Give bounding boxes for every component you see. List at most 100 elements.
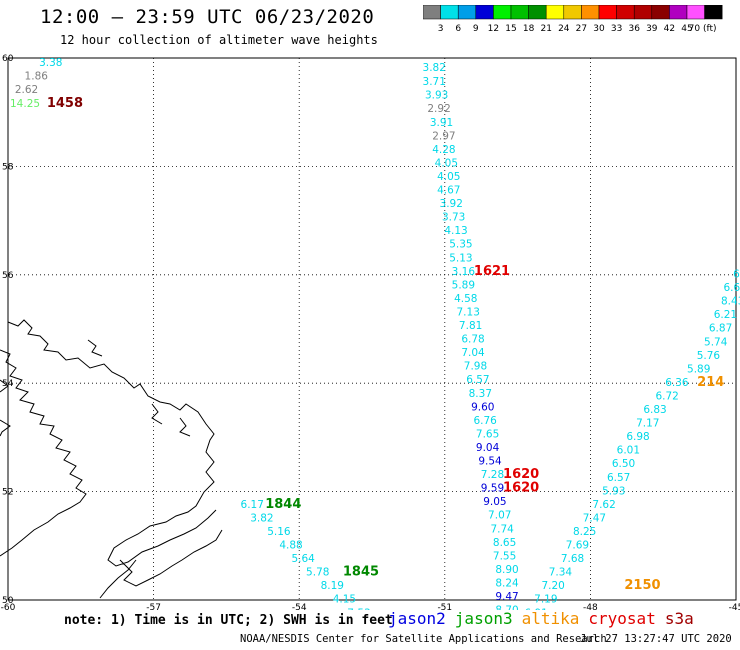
credit-timestamp: Jul 27 13:27:47 UTC 2020 [580, 633, 732, 645]
wave-height-value: 7.81 [459, 320, 482, 332]
wave-height-value: 3.82 [423, 62, 446, 74]
wave-height-value: 6.01 [617, 445, 640, 457]
wave-height-value: 6.6 [723, 282, 740, 294]
wave-height-value: 4.05 [435, 157, 458, 169]
colorbar-label: 21 [540, 24, 551, 34]
x-tick-label: -48 [583, 603, 598, 610]
pass-time-label: 1621 [474, 264, 510, 279]
wave-height-value: 3.91 [430, 117, 453, 129]
wave-height-value: 2.62 [15, 84, 38, 96]
wave-height-value: 8.70 [495, 605, 518, 610]
wave-height-value: 7.19 [534, 594, 557, 606]
page-subtitle: 12 hour collection of altimeter wave hei… [60, 33, 378, 47]
wave-height-value: 6.91 [524, 607, 547, 610]
satellite-legend-altika: altika [521, 609, 580, 628]
wave-height-value: 7.04 [461, 347, 485, 359]
wave-height-value: 6.87 [709, 323, 732, 335]
colorbar-label: 18 [523, 24, 535, 34]
pass-time-label: 1458 [47, 96, 83, 111]
wave-height-value: 7.53 [347, 607, 370, 610]
colorbar-label: 30 [593, 24, 605, 34]
wave-height-value: 6.57 [466, 374, 489, 386]
x-tick-label: -54 [292, 603, 307, 610]
wave-height-value: 7.47 [583, 512, 606, 524]
wave-height-value: 8.25 [573, 526, 596, 538]
wave-height-value: 7.68 [561, 553, 584, 565]
satellite-legend-jason3: jason3 [454, 609, 513, 628]
wave-height-value: 4.58 [454, 293, 477, 305]
wave-height-value: 6.57 [607, 472, 630, 484]
colorbar-label: 9 [473, 24, 479, 34]
wave-height-value: 4.15 [333, 594, 356, 606]
wave-height-value: 6.78 [461, 334, 484, 346]
wave-height-value: 3.93 [425, 90, 448, 102]
wave-height-value: 5.16 [267, 526, 291, 538]
colorbar-label: 33 [611, 24, 622, 34]
wave-height-value: 9.54 [478, 456, 502, 468]
wave-height-value: 7.69 [566, 540, 589, 552]
wave-height-value: 9.60 [471, 401, 494, 413]
wave-height-value: 7.34 [549, 567, 573, 579]
wave-height-value: 5.78 [306, 567, 329, 579]
pass-time-label: 1845 [343, 565, 379, 580]
pass-time-label: 1620 [503, 481, 539, 496]
wave-height-value: 8.24 [495, 577, 519, 589]
wave-height-value: 6.98 [626, 431, 649, 443]
credit-line: NOAA/NESDIS Center for Satellite Applica… [240, 633, 607, 645]
colorbar-swatch [704, 5, 723, 20]
wave-height-value: 5.64 [291, 553, 315, 565]
wave-height-value: 3.73 [442, 212, 465, 224]
wave-height-value: 4.88 [279, 540, 302, 552]
axis-tick-labels: -60 -57 -54 -51 -48 -45 50 52 54 56 58 60 [1, 54, 740, 610]
wave-height-value: 8.37 [469, 388, 492, 400]
wave-height-value: 3.16 [452, 266, 476, 278]
x-tick-label: -60 [1, 603, 16, 610]
satellite-legend-cryosat: cryosat [588, 609, 656, 628]
wave-height-value: 2.97 [432, 130, 455, 142]
colorbar-label: 27 [576, 24, 587, 34]
altimeter-tracks: 3.38 1.862.62 14.25 3.82 3.71 3.932.92 3.912.9… [10, 57, 740, 610]
wave-height-value: 6.21 [714, 309, 737, 321]
colorbar-label: 6 [455, 24, 461, 34]
wave-height-value: 7.55 [493, 550, 516, 562]
colorbar-label: 70 (ft) [689, 24, 717, 34]
wave-height-value: 7.98 [464, 361, 487, 373]
wave-height-value: 5.13 [449, 252, 472, 264]
colorbar-label: 3 [438, 24, 444, 34]
wave-height-value: 4.05 [437, 171, 460, 183]
satellite-legend-s3a: s3a [664, 609, 694, 628]
wave-height-value: 8.90 [495, 564, 518, 576]
y-tick-label: 60 [2, 54, 14, 64]
wave-height-value: 3.71 [423, 76, 446, 88]
wave-height-value: 6 [733, 269, 740, 281]
wave-height-value: 6.72 [655, 390, 678, 402]
wave-height-value: 5.89 [452, 279, 475, 291]
wave-height-map: 3.38 1.862.62 14.25 3.82 3.71 3.932.92 3.912.9… [0, 54, 740, 610]
y-tick-label: 52 [2, 488, 13, 498]
wave-height-value: 5.35 [449, 239, 472, 251]
y-tick-label: 56 [2, 271, 14, 281]
footer-note: note: 1) Time is in UTC; 2) SWH is in fe… [64, 613, 393, 628]
wave-height-value: 6.50 [612, 458, 635, 470]
colorbar-label: 24 [558, 24, 570, 34]
wave-height-value: 7.62 [592, 499, 615, 511]
colorbar-label: 15 [505, 24, 516, 34]
wave-height-value: 3.82 [250, 512, 273, 524]
colorbar-label: 39 [646, 24, 658, 34]
map-frame [7, 57, 737, 601]
wave-height-value: 7.28 [481, 469, 504, 481]
wave-height-value: 4.67 [437, 185, 460, 197]
wave-height-value: 7.17 [636, 418, 659, 430]
pass-time-label: 2150 [624, 578, 660, 593]
wave-height-value: 7.65 [476, 428, 499, 440]
wave-height-value: 7.20 [541, 580, 564, 592]
wave-height-value: 7.13 [457, 306, 480, 318]
y-tick-label: 54 [2, 379, 14, 389]
wave-height-value: 2.92 [427, 103, 450, 115]
page-title: 12:00 – 23:59 UTC 06/23/2020 [40, 6, 375, 28]
lat-lon-grid [7, 57, 737, 601]
satellite-legend: jason2 jason3 altika cryosat s3a [388, 609, 703, 628]
wave-height-value: 7.07 [488, 510, 511, 522]
y-tick-label: 50 [2, 596, 14, 606]
